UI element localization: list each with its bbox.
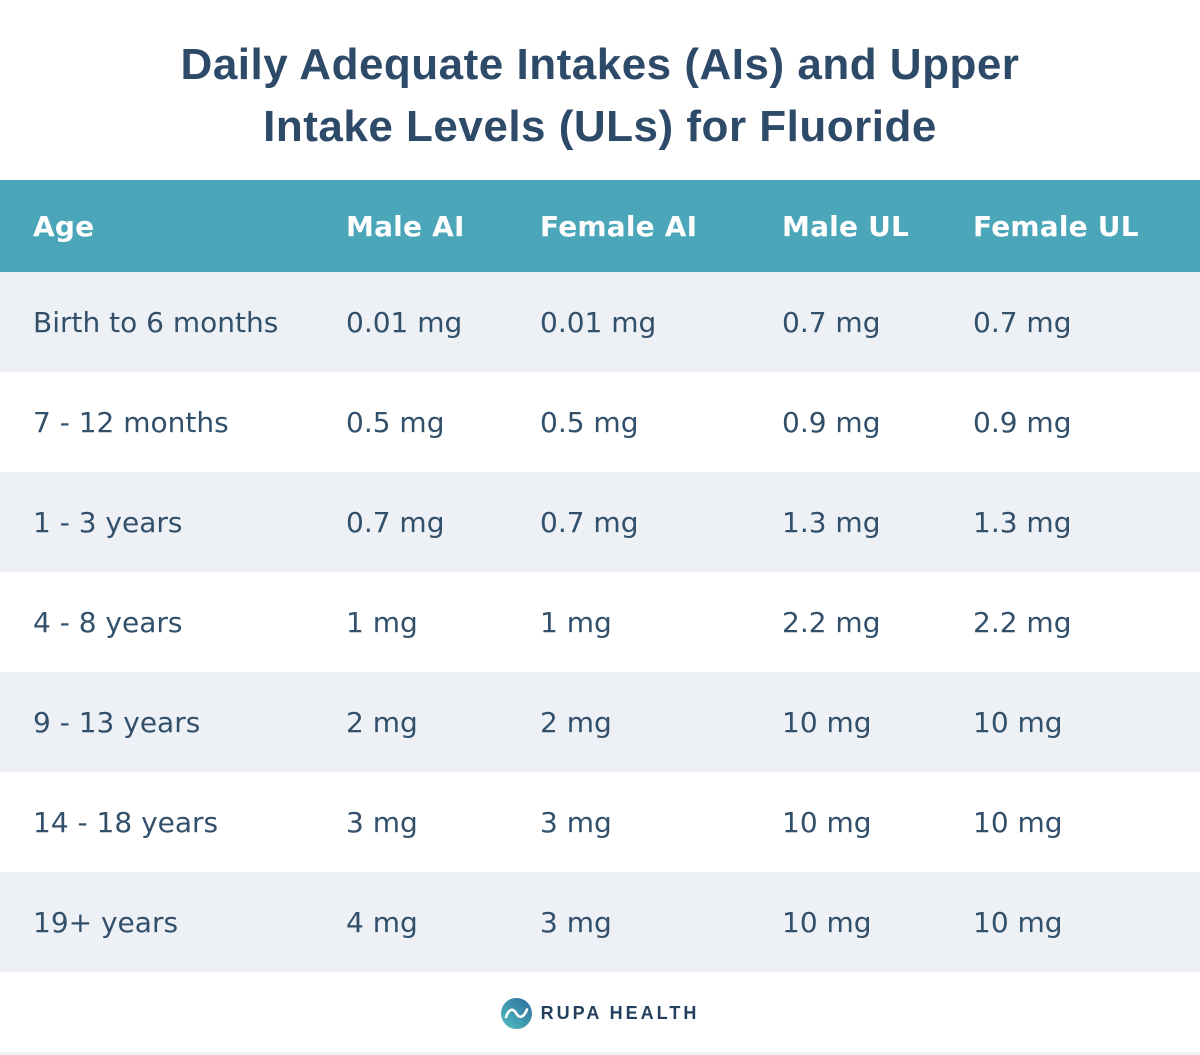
page-title-line-1: Daily Adequate Intakes (AIs) and Upper <box>180 40 1020 89</box>
male-ul-cell: 0.9 mg <box>749 372 940 472</box>
female-ul-cell: 1.3 mg <box>940 472 1200 572</box>
male-ul-cell: 10 mg <box>749 672 940 772</box>
male-ai-cell: 1 mg <box>313 572 507 672</box>
female-ai-cell: 0.7 mg <box>507 472 749 572</box>
female-ul-cell: 10 mg <box>940 872 1200 972</box>
table-row: 7 - 12 months 0.5 mg 0.5 mg 0.9 mg 0.9 mg <box>0 372 1200 472</box>
table-row: 19+ years 4 mg 3 mg 10 mg 10 mg <box>0 872 1200 972</box>
female-ul-cell: 2.2 mg <box>940 572 1200 672</box>
table-row: 9 - 13 years 2 mg 2 mg 10 mg 10 mg <box>0 672 1200 772</box>
age-cell: 14 - 18 years <box>0 772 313 872</box>
female-ai-cell: 1 mg <box>507 572 749 672</box>
column-header-female-ul: Female UL <box>940 180 1200 272</box>
female-ai-cell: 3 mg <box>507 872 749 972</box>
male-ul-cell: 0.7 mg <box>749 272 940 372</box>
female-ai-cell: 2 mg <box>507 672 749 772</box>
male-ai-cell: 0.01 mg <box>313 272 507 372</box>
female-ul-cell: 10 mg <box>940 772 1200 872</box>
table-body: Birth to 6 months 0.01 mg 0.01 mg 0.7 mg 0.7… <box>0 272 1200 972</box>
female-ai-cell: 0.01 mg <box>507 272 749 372</box>
table-row: Birth to 6 months 0.01 mg 0.01 mg 0.7 mg 0.7… <box>0 272 1200 372</box>
age-cell: 7 - 12 months <box>0 372 313 472</box>
table-row: 1 - 3 years 0.7 mg 0.7 mg 1.3 mg 1.3 mg <box>0 472 1200 572</box>
female-ai-cell: 3 mg <box>507 772 749 872</box>
male-ul-cell: 10 mg <box>749 772 940 872</box>
male-ul-cell: 10 mg <box>749 872 940 972</box>
age-cell: 1 - 3 years <box>0 472 313 572</box>
female-ul-cell: 0.7 mg <box>940 272 1200 372</box>
female-ul-cell: 10 mg <box>940 672 1200 772</box>
male-ul-cell: 1.3 mg <box>749 472 940 572</box>
female-ul-cell: 0.9 mg <box>940 372 1200 472</box>
female-ai-cell: 0.5 mg <box>507 372 749 472</box>
table-row: 4 - 8 years 1 mg 1 mg 2.2 mg 2.2 mg <box>0 572 1200 672</box>
footer: RUPA HEALTH <box>0 998 1200 1029</box>
age-cell: 4 - 8 years <box>0 572 313 672</box>
bottom-edge-divider <box>0 1052 1200 1055</box>
table-header-row: Age Male AI Female AI Male UL Female UL <box>0 180 1200 272</box>
table-row: 14 - 18 years 3 mg 3 mg 10 mg 10 mg <box>0 772 1200 872</box>
male-ai-cell: 0.7 mg <box>313 472 507 572</box>
male-ai-cell: 4 mg <box>313 872 507 972</box>
column-header-age: Age <box>0 180 313 272</box>
age-cell: 19+ years <box>0 872 313 972</box>
column-header-male-ul: Male UL <box>749 180 940 272</box>
brand-name: RUPA HEALTH <box>540 1003 700 1023</box>
age-cell: 9 - 13 years <box>0 672 313 772</box>
table-header: Age Male AI Female AI Male UL Female UL <box>0 180 1200 272</box>
page-title-line-2: Intake Levels (ULs) for Fluoride <box>263 102 937 151</box>
page-title: Daily Adequate Intakes (AIs) and Upper I… <box>80 34 1120 158</box>
column-header-female-ai: Female AI <box>507 180 749 272</box>
age-cell: Birth to 6 months <box>0 272 313 372</box>
rupa-health-logo-icon <box>500 998 532 1029</box>
male-ai-cell: 2 mg <box>313 672 507 772</box>
male-ai-cell: 0.5 mg <box>313 372 507 472</box>
column-header-male-ai: Male AI <box>313 180 507 272</box>
fluoride-intake-table: Age Male AI Female AI Male UL Female UL … <box>0 180 1200 972</box>
male-ai-cell: 3 mg <box>313 772 507 872</box>
male-ul-cell: 2.2 mg <box>749 572 940 672</box>
